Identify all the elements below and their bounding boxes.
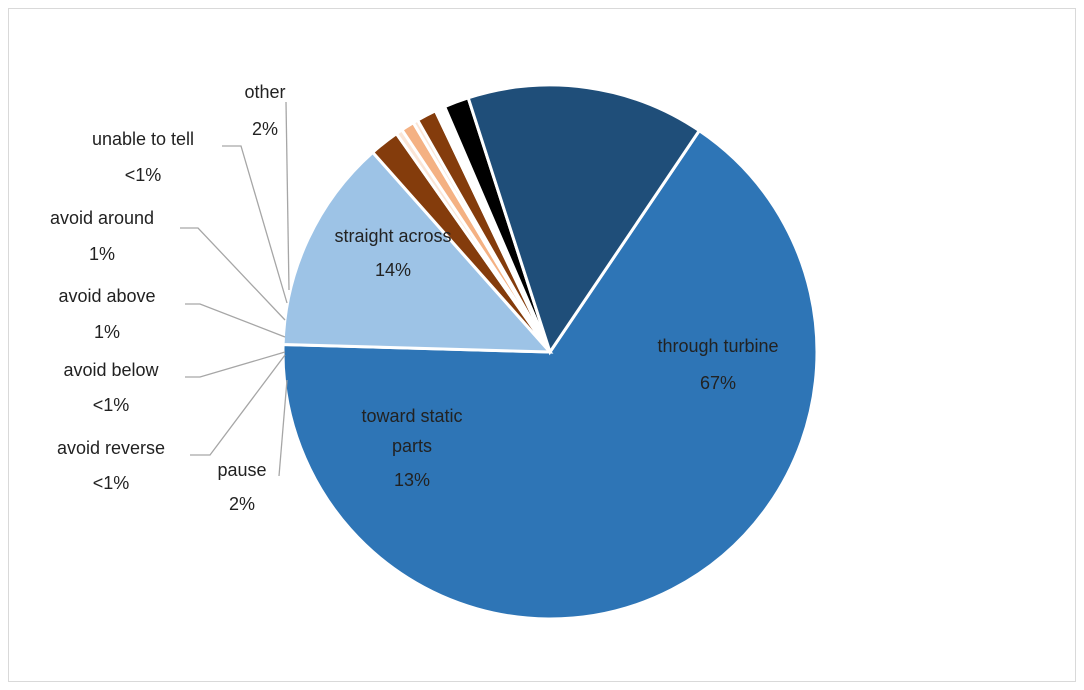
label-pause-value: 2% bbox=[229, 494, 255, 514]
leader-line-avoid-below bbox=[185, 351, 286, 378]
pie-slice-through-turbine bbox=[281, 128, 819, 621]
leader-line-avoid-around bbox=[180, 227, 286, 321]
label-other-value: 2% bbox=[252, 119, 278, 139]
label-through-turbine-value: 67% bbox=[700, 373, 736, 393]
label-other-name: other bbox=[244, 82, 285, 102]
label-avoid-around-value: 1% bbox=[89, 244, 115, 264]
label-toward-static-parts-name-line1: toward static bbox=[361, 406, 462, 426]
label-avoid-reverse-value: <1% bbox=[93, 473, 130, 493]
label-toward-static-parts-name-line2: parts bbox=[392, 436, 432, 456]
label-avoid-below-value: <1% bbox=[93, 395, 130, 415]
leader-line-avoid-reverse bbox=[190, 354, 286, 456]
label-straight-across-name: straight across bbox=[334, 226, 451, 246]
label-straight-across-value: 14% bbox=[375, 260, 411, 280]
leader-line-unable-to-tell bbox=[222, 145, 288, 304]
label-through-turbine-name: through turbine bbox=[657, 336, 778, 356]
slice-labels: through turbine 67% toward static parts … bbox=[50, 82, 779, 514]
label-avoid-above-name: avoid above bbox=[58, 286, 155, 306]
label-unable-to-tell-value: <1% bbox=[125, 165, 162, 185]
label-avoid-above-value: 1% bbox=[94, 322, 120, 342]
label-avoid-around-name: avoid around bbox=[50, 208, 154, 228]
leader-line-avoid-above bbox=[185, 303, 286, 338]
label-unable-to-tell-name: unable to tell bbox=[92, 129, 194, 149]
label-pause-name: pause bbox=[217, 460, 266, 480]
leader-lines bbox=[180, 101, 290, 477]
pie-slice-straight-across bbox=[466, 83, 702, 356]
label-avoid-below-name: avoid below bbox=[63, 360, 159, 380]
pie-slice-toward-static-parts bbox=[281, 150, 554, 354]
leader-line-pause bbox=[278, 379, 288, 477]
label-avoid-reverse-name: avoid reverse bbox=[57, 438, 165, 458]
label-toward-static-parts-value: 13% bbox=[394, 470, 430, 490]
leader-line-other bbox=[285, 101, 290, 291]
pie-slices bbox=[281, 83, 819, 621]
